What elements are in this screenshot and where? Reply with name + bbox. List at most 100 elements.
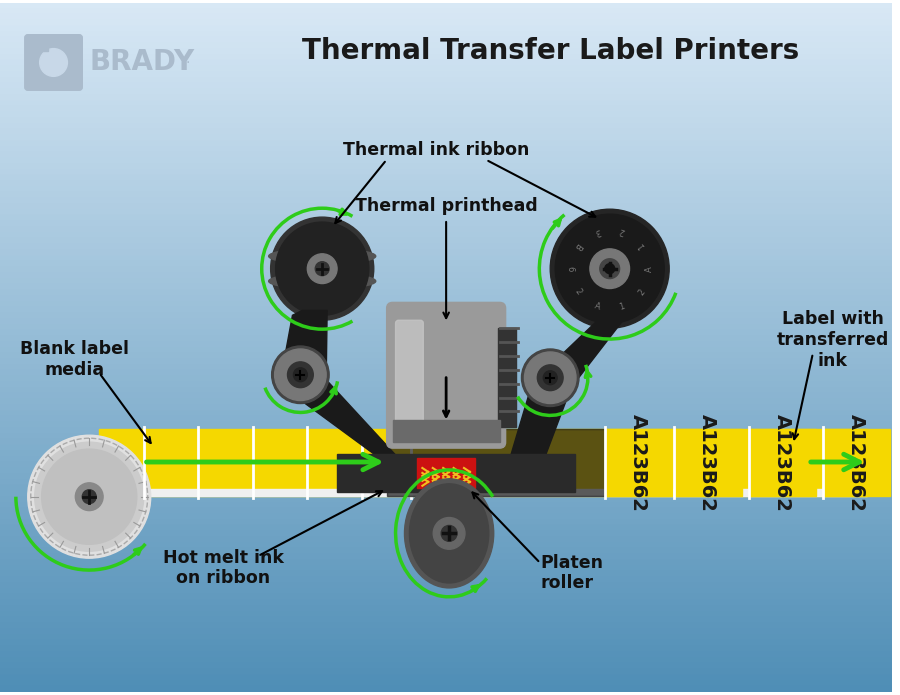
Bar — [0, 600, 892, 606]
Text: 1: 1 — [636, 240, 647, 250]
Bar — [823, 430, 890, 496]
Text: Label with
transferred
ink: Label with transferred ink — [777, 310, 889, 370]
Bar — [0, 623, 892, 629]
Bar — [0, 376, 892, 382]
Bar — [0, 497, 892, 502]
Bar — [0, 158, 892, 164]
Bar — [0, 279, 892, 284]
Bar — [0, 124, 892, 129]
Bar — [0, 26, 892, 32]
Bar — [0, 238, 892, 244]
Bar — [0, 106, 892, 112]
Circle shape — [275, 222, 369, 316]
Bar — [0, 405, 892, 411]
Bar — [0, 78, 892, 83]
Bar — [0, 60, 892, 66]
Bar — [0, 348, 892, 353]
Bar — [0, 49, 892, 55]
Bar — [0, 583, 892, 589]
Bar — [0, 296, 892, 302]
Bar — [0, 451, 892, 457]
Bar — [0, 135, 892, 141]
Text: 2: 2 — [636, 287, 647, 297]
Bar — [338, 454, 575, 492]
Bar — [0, 480, 892, 485]
Bar — [0, 393, 892, 399]
Bar — [0, 543, 892, 548]
Circle shape — [550, 209, 670, 328]
Bar — [0, 606, 892, 612]
Bar — [0, 9, 892, 15]
Bar — [0, 43, 892, 49]
Bar — [0, 38, 892, 43]
Circle shape — [82, 490, 96, 504]
Circle shape — [274, 349, 326, 400]
Bar — [0, 439, 892, 445]
Bar — [0, 537, 892, 543]
Text: Hot melt ink
on ribbon: Hot melt ink on ribbon — [163, 548, 284, 587]
Circle shape — [307, 254, 338, 284]
Ellipse shape — [269, 273, 375, 289]
Text: Thermal Transfer Label Printers: Thermal Transfer Label Printers — [302, 37, 799, 65]
Bar — [0, 112, 892, 118]
Polygon shape — [510, 318, 625, 456]
Text: Thermal ink ribbon: Thermal ink ribbon — [343, 140, 529, 158]
Bar — [0, 55, 892, 60]
Circle shape — [433, 518, 465, 549]
Circle shape — [293, 368, 307, 382]
Text: A123B62: A123B62 — [629, 414, 648, 512]
Bar — [0, 675, 892, 680]
Bar — [0, 445, 892, 451]
Bar — [0, 566, 892, 571]
Bar — [0, 141, 892, 147]
Bar — [0, 175, 892, 181]
Bar — [0, 342, 892, 348]
Bar — [0, 267, 892, 273]
Bar — [387, 430, 605, 496]
Bar — [418, 458, 475, 488]
Bar — [0, 657, 892, 663]
Circle shape — [605, 263, 615, 274]
Bar — [0, 485, 892, 491]
Bar — [32, 35, 48, 51]
Bar — [0, 147, 892, 152]
Bar — [392, 420, 500, 442]
Bar — [0, 101, 892, 106]
Bar — [0, 307, 892, 313]
Bar — [0, 244, 892, 250]
Bar — [0, 416, 892, 422]
Bar — [0, 353, 892, 359]
Bar — [0, 330, 892, 336]
Bar — [0, 629, 892, 635]
Bar — [0, 531, 892, 537]
Bar — [0, 215, 892, 221]
Bar — [605, 430, 672, 496]
Text: 6: 6 — [565, 266, 574, 271]
Bar — [0, 680, 892, 686]
Circle shape — [40, 49, 68, 76]
Bar — [99, 489, 868, 496]
Text: A: A — [645, 265, 654, 272]
Circle shape — [441, 525, 457, 541]
Bar — [0, 284, 892, 290]
Bar — [674, 430, 742, 496]
Bar — [0, 571, 892, 577]
Bar — [0, 640, 892, 646]
Bar — [0, 221, 892, 227]
Bar — [0, 170, 892, 175]
Ellipse shape — [404, 479, 494, 588]
Bar — [749, 430, 816, 496]
Bar — [0, 325, 892, 330]
Bar — [0, 474, 892, 480]
Bar — [0, 612, 892, 617]
Text: A123B62: A123B62 — [847, 414, 866, 512]
Bar — [0, 502, 892, 508]
Bar — [0, 617, 892, 623]
Bar — [0, 290, 892, 296]
Circle shape — [287, 362, 313, 388]
Bar — [0, 129, 892, 135]
Bar — [0, 422, 892, 428]
Bar — [0, 468, 892, 474]
Bar — [0, 359, 892, 365]
FancyBboxPatch shape — [396, 320, 423, 430]
